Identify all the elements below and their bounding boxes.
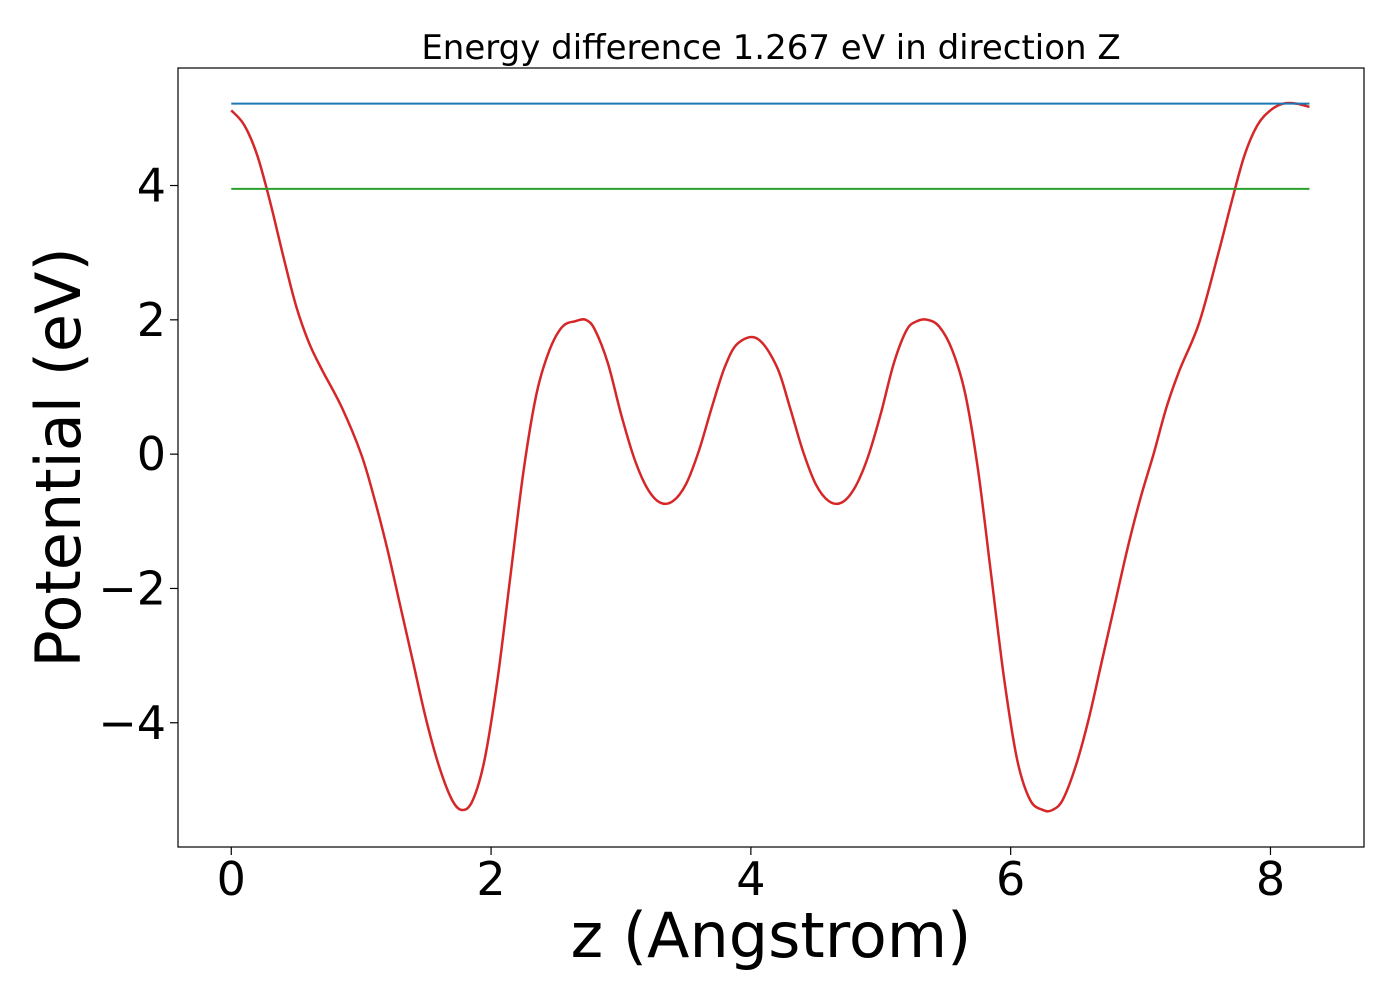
series-layer xyxy=(230,101,1310,813)
potential-curve xyxy=(230,101,1310,813)
plot-frame xyxy=(177,67,1365,848)
chart-title: Energy difference 1.267 eV in direction … xyxy=(421,28,1120,68)
y-axis: −4 −2 0 2 4 xyxy=(98,159,178,750)
y-axis-label: Potential (eV) xyxy=(22,247,95,667)
x-axis-label: z (Angstrom) xyxy=(571,899,972,972)
x-tick-label: 0 xyxy=(217,852,246,906)
x-tick-label: 6 xyxy=(996,852,1025,906)
x-tick-label: 4 xyxy=(736,852,765,906)
x-tick-label: 2 xyxy=(476,852,505,906)
y-tick-label: 2 xyxy=(137,293,166,347)
y-tick-label: 0 xyxy=(137,427,166,481)
y-tick-label: 4 xyxy=(137,159,166,213)
plot-area xyxy=(177,67,1365,848)
y-tick-label: −4 xyxy=(98,696,166,750)
x-tick-label: 8 xyxy=(1256,852,1285,906)
y-tick-label: −2 xyxy=(98,561,166,615)
x-axis: 0 2 4 6 8 xyxy=(217,847,1285,906)
